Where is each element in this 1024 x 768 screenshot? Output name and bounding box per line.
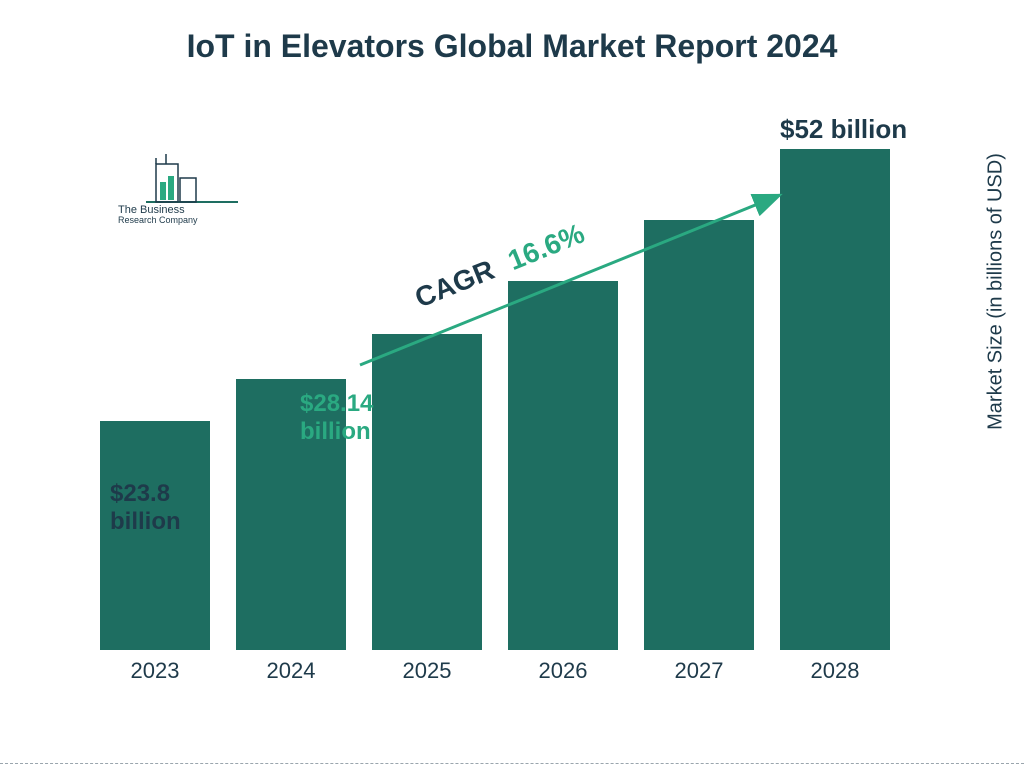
x-label-2024: 2024 bbox=[267, 658, 316, 684]
bars-container bbox=[100, 120, 920, 650]
bar-2023 bbox=[100, 421, 210, 650]
x-label-2028: 2028 bbox=[811, 658, 860, 684]
bottom-divider bbox=[0, 763, 1024, 764]
chart-title: IoT in Elevators Global Market Report 20… bbox=[0, 28, 1024, 65]
x-label-2026: 2026 bbox=[539, 658, 588, 684]
bar-2028 bbox=[780, 149, 890, 650]
chart-area: 2023 2024 2025 2026 2027 2028 bbox=[100, 120, 920, 690]
bar-2026 bbox=[508, 281, 618, 650]
x-label-2025: 2025 bbox=[403, 658, 452, 684]
value-label-2023: $23.8billion bbox=[110, 480, 181, 535]
x-axis-labels: 2023 2024 2025 2026 2027 2028 bbox=[100, 650, 920, 690]
y-axis-label: Market Size (in billions of USD) bbox=[985, 153, 1008, 430]
x-label-2023: 2023 bbox=[131, 658, 180, 684]
bar-2025 bbox=[372, 334, 482, 650]
x-label-2027: 2027 bbox=[675, 658, 724, 684]
bar-2027 bbox=[644, 220, 754, 650]
value-label-2028: $52 billion bbox=[780, 115, 907, 145]
value-label-2024: $28.14billion bbox=[300, 390, 373, 445]
